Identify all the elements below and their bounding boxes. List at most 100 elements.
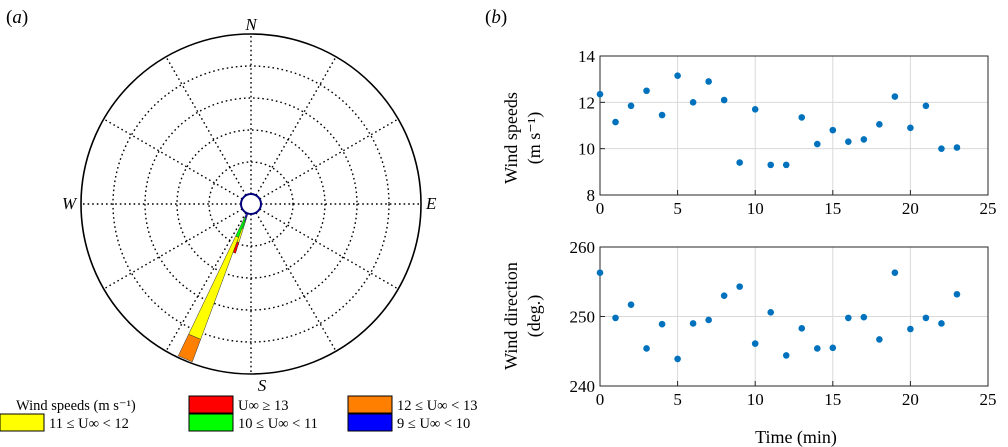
rose-spoke: [259, 118, 399, 200]
data-point: [922, 314, 930, 322]
compass-east: E: [425, 194, 437, 213]
x-tick-label: 25: [980, 199, 997, 218]
data-point: [798, 325, 806, 332]
data-point: [627, 301, 635, 308]
ylabel-speed-line1: Wind speeds: [501, 92, 521, 184]
x-tick-label: 15: [824, 199, 841, 218]
data-point: [705, 78, 712, 85]
y-tick-label: 12: [578, 93, 595, 112]
rose-spoke: [255, 212, 337, 352]
wind-rose-outer-ring: [80, 33, 422, 375]
data-point: [767, 161, 775, 169]
xlabel-time: Time (min): [755, 427, 837, 447]
y-tick-label: 14: [578, 47, 596, 66]
legend-label-12to13: 12 ≤ U∞ < 13: [397, 398, 477, 414]
data-point: [860, 136, 868, 143]
legend-swatch-11to12: [0, 413, 45, 432]
wind-rose-petals: [177, 212, 249, 363]
legend-title: Wind speeds (m s⁻¹): [16, 398, 136, 414]
legend-swatch-10to11: [188, 413, 234, 432]
legend-label-ge13: U∞ ≥ 13: [238, 398, 289, 414]
rose-spoke: [165, 56, 247, 196]
data-point: [891, 269, 899, 277]
data-point: [845, 314, 852, 322]
data-point: [829, 126, 837, 134]
petal-segment-12to13: [177, 333, 201, 363]
data-point: [627, 102, 635, 110]
data-point: [612, 118, 619, 126]
data-point: [736, 159, 743, 166]
legend-swatch-ge13: [188, 395, 234, 414]
wind-rose-center: [240, 193, 262, 215]
petal-segment-11to12: [188, 235, 239, 340]
wind-rose-grid: [81, 34, 421, 374]
data-point: [720, 292, 728, 299]
legend-label-10to11: 10 ≤ U∞ < 11: [238, 416, 318, 432]
legend-label-11to12: 11 ≤ U∞ < 12: [49, 416, 129, 432]
data-point: [705, 316, 712, 324]
data-point: [736, 283, 743, 290]
rose-ring: [144, 97, 358, 311]
x-tick-label: 15: [824, 390, 841, 409]
y-tick-label: 240: [570, 377, 596, 396]
data-point: [689, 99, 697, 106]
data-point: [813, 140, 821, 148]
rose-ring: [176, 129, 326, 279]
legend-swatch-12to13: [347, 395, 393, 414]
rose-ring: [112, 65, 390, 343]
data-point: [938, 320, 945, 327]
ylabel-speed-line2: (m s⁻¹): [524, 112, 545, 164]
x-tick-label: 10: [747, 199, 764, 218]
data-point: [876, 121, 883, 128]
data-point: [891, 93, 899, 100]
data-point: [782, 161, 790, 169]
data-point: [813, 345, 821, 352]
rose-spoke: [103, 118, 243, 200]
rose-spoke: [259, 208, 399, 290]
data-point: [922, 102, 930, 110]
legend-label-9to10: 9 ≤ U∞ < 10: [397, 416, 470, 432]
data-point: [953, 290, 961, 298]
legend: Wind speeds (m s⁻¹) U∞ ≥ 13 12 ≤ U∞ < 13…: [0, 395, 477, 432]
data-point: [720, 96, 728, 104]
compass-south: S: [258, 376, 267, 395]
wind-speed-plot: Wind speeds (m s⁻¹) 0 5 10 15 20 25 8 10 12 14: [501, 47, 997, 218]
rose-spoke: [165, 212, 247, 352]
data-point: [751, 105, 759, 113]
data-point: [658, 320, 666, 328]
data-point: [643, 345, 650, 352]
wind-direction-plot: Wind direction (deg.) Time (min) 0 5 10 15 2…: [501, 238, 997, 447]
data-point: [938, 145, 945, 152]
legend-swatch-9to10: [347, 413, 393, 432]
data-point: [658, 111, 666, 119]
x-tick-label: 5: [673, 390, 682, 409]
data-point: [751, 340, 759, 347]
x-tick-label: 10: [747, 390, 764, 409]
x-tick-label: 20: [902, 199, 919, 218]
x-tick-label: 25: [980, 390, 997, 409]
x-tick-label: 0: [596, 390, 605, 409]
ylabel-direction-line1: Wind direction: [501, 262, 521, 370]
rose-spoke: [255, 56, 337, 196]
plot-frame: [599, 55, 989, 196]
y-tick-label: 260: [570, 238, 596, 257]
wind-rose-panel: (a) N S E W Wind speeds (m s⁻¹) U∞ ≥ 13 …: [0, 7, 477, 432]
data-point: [845, 138, 852, 146]
data-point: [953, 144, 961, 151]
x-tick-label: 20: [902, 390, 919, 409]
compass-west: W: [62, 194, 78, 213]
data-point: [674, 72, 681, 79]
x-tick-label: 5: [673, 199, 682, 218]
y-tick-label: 10: [578, 140, 595, 159]
data-point: [907, 325, 914, 333]
rose-ring: [208, 161, 294, 247]
data-point: [860, 313, 868, 321]
data-point: [798, 114, 806, 121]
data-point: [596, 269, 604, 277]
y-tick-label: 250: [570, 308, 596, 327]
ylabel-direction-line2: (deg.): [524, 295, 545, 337]
data-point: [612, 314, 619, 322]
data-point: [596, 90, 604, 98]
data-point: [689, 320, 697, 327]
data-point: [643, 87, 650, 95]
